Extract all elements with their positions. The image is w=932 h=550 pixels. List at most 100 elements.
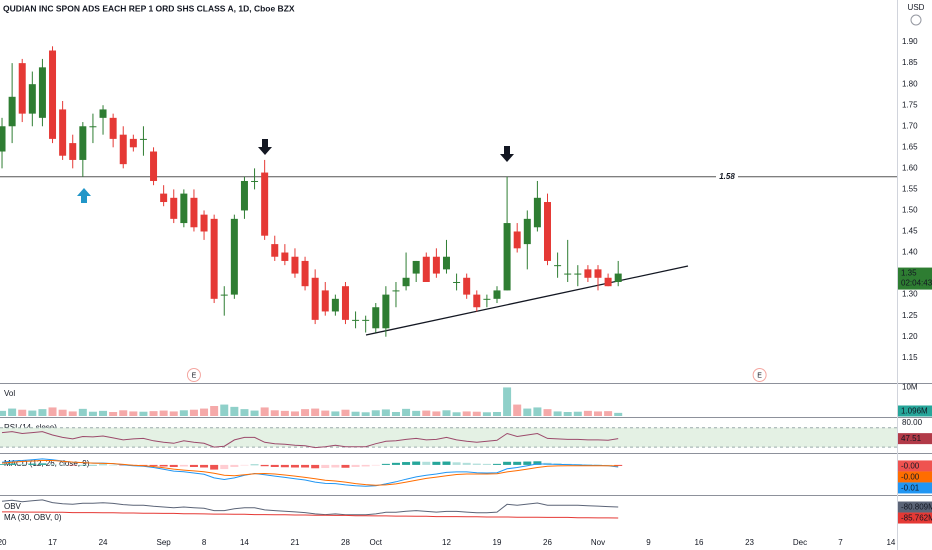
macd-histogram-bar <box>452 462 461 465</box>
volume-bar <box>270 410 279 416</box>
candle-body <box>180 193 188 224</box>
pane-label: MA (30, OBV, 0) <box>4 513 62 522</box>
macd-histogram-bar <box>260 464 269 467</box>
candle-body <box>8 96 16 127</box>
volume-bar <box>573 411 582 416</box>
y-tick-label: 1.85 <box>902 58 918 67</box>
macd-histogram-bar <box>169 464 178 467</box>
macd-histogram-bar <box>48 464 57 465</box>
macd-histogram-bar <box>442 461 451 465</box>
candle-body <box>321 290 329 312</box>
macd-histogram-bar <box>492 463 501 465</box>
last-value-bg <box>898 433 932 445</box>
candle-body <box>352 319 360 321</box>
macd-histogram-bar <box>371 464 380 466</box>
macd-histogram-bar <box>68 464 77 466</box>
y-tick-label: 1.20 <box>902 332 918 341</box>
x-tick-label: 28 <box>341 538 350 547</box>
macd-histogram-bar <box>210 464 219 470</box>
volume-bar <box>88 411 97 416</box>
pane-label: OBV <box>4 502 22 511</box>
volume-bar <box>472 411 481 416</box>
candle-body <box>331 298 339 312</box>
macd-histogram-bar <box>270 464 279 467</box>
macd-histogram-bar <box>58 464 67 466</box>
x-tick-label: Dec <box>793 538 807 547</box>
x-tick-label: Nov <box>591 538 605 547</box>
macd-histogram-bar <box>109 464 118 466</box>
macd-histogram-bar <box>139 464 148 466</box>
macd-histogram-bar <box>533 461 542 465</box>
candle-body <box>533 197 541 228</box>
volume-bar <box>543 409 552 416</box>
volume-bar <box>371 410 380 416</box>
y-tick-label: 1.40 <box>902 248 918 257</box>
macd-histogram-bar <box>482 463 491 465</box>
volume-bar <box>240 409 249 416</box>
level-label-bg <box>716 171 738 182</box>
x-tick-label: Oct <box>370 538 383 547</box>
volume-bar <box>513 404 522 416</box>
last-value-bg <box>898 482 932 494</box>
macd-histogram-bar <box>604 464 613 466</box>
last-price-bg <box>898 267 932 290</box>
x-tick-label: 21 <box>291 538 300 547</box>
volume-bar <box>422 410 431 416</box>
candle-body <box>432 256 440 274</box>
earnings-marker <box>186 368 201 382</box>
last-value-label: -0.00 <box>901 473 920 482</box>
macd-histogram-bar <box>432 461 441 465</box>
y-tick-label: 1.55 <box>902 185 918 194</box>
volume-bar <box>169 411 178 416</box>
indicator-line <box>1 499 619 516</box>
x-tick-label: 14 <box>240 538 249 547</box>
volume-bar <box>553 411 562 416</box>
candle-body <box>311 277 319 320</box>
volume-bar <box>482 412 491 416</box>
candle-body <box>523 218 531 245</box>
y-tick-label: 1.25 <box>902 311 918 320</box>
indicator-line <box>1 460 619 486</box>
macd-histogram-bar <box>361 464 370 467</box>
x-tick-label: 26 <box>543 538 552 547</box>
candle-body <box>119 134 127 165</box>
volume-bar <box>412 410 421 416</box>
earnings-label: E <box>757 372 762 379</box>
candle-body <box>89 126 97 128</box>
x-tick-label: 8 <box>202 538 207 547</box>
pane-label: Vol <box>4 389 15 398</box>
candle-body <box>160 193 168 203</box>
last-value-bg <box>898 405 932 417</box>
macd-histogram-bar <box>78 464 87 466</box>
candle-body <box>49 50 57 139</box>
last-value-label: 47.51 <box>901 434 922 443</box>
macd-histogram-bar <box>472 463 481 465</box>
candle-body <box>170 197 178 219</box>
y-tick-label: 1.90 <box>902 37 918 46</box>
volume-bar <box>301 409 310 416</box>
x-tick-label: 23 <box>745 538 754 547</box>
candle-body <box>139 138 147 140</box>
macd-histogram-bar <box>149 464 158 466</box>
macd-histogram-bar <box>28 463 37 465</box>
macd-histogram-bar <box>381 463 390 465</box>
y-tick-label: 1.80 <box>902 79 918 88</box>
macd-histogram-bar <box>412 461 421 465</box>
volume-bar <box>119 410 128 416</box>
up-arrow <box>77 188 91 203</box>
macd-histogram-bar <box>290 464 299 468</box>
y-tick-label: 10M <box>902 383 918 392</box>
candle-body <box>261 172 269 236</box>
x-tick-label: 19 <box>493 538 502 547</box>
candle-body <box>513 231 521 249</box>
volume-bar <box>0 410 7 416</box>
settings-icon[interactable] <box>910 14 922 26</box>
earnings-marker <box>752 368 767 382</box>
indicator-line <box>2 511 619 519</box>
y-tick-label: 1.50 <box>902 206 918 215</box>
volume-bar <box>260 407 269 416</box>
volume-bar <box>563 412 572 416</box>
y-tick-label: 1.45 <box>902 227 918 236</box>
